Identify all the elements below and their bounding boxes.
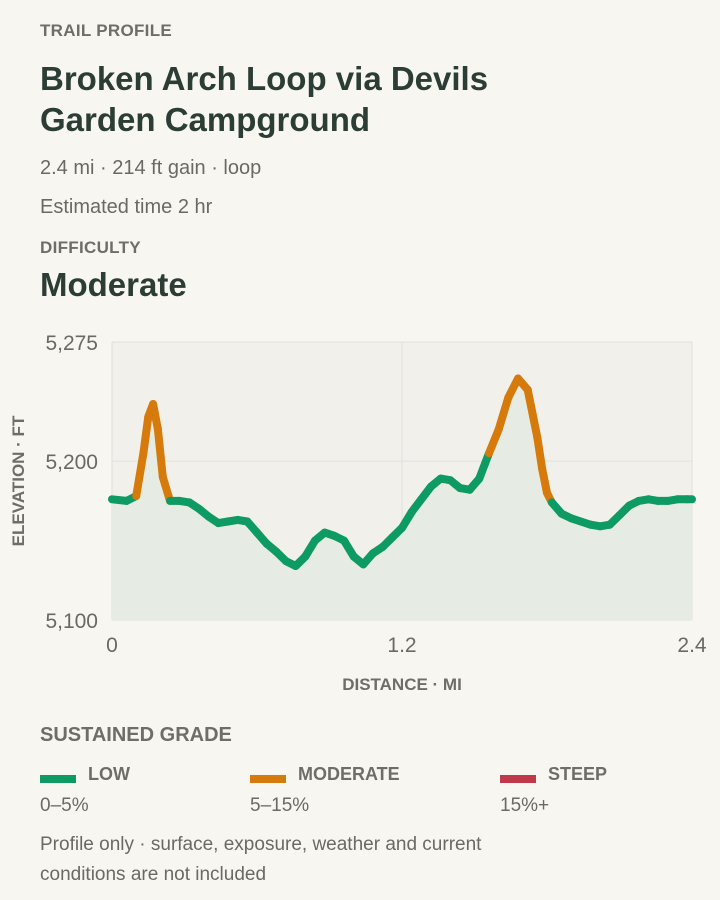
profile-segment-low <box>475 449 493 483</box>
y-tick-label: 5,100 <box>45 610 98 633</box>
difficulty-value: Moderate <box>40 266 187 303</box>
profile-segment-moderate <box>158 473 174 505</box>
legend-swatch-steep <box>500 775 536 783</box>
page-title: Broken Arch Loop via Devils Garden Campg… <box>40 60 489 139</box>
legend-swatch-moderate <box>250 775 286 783</box>
profile-segment-moderate <box>494 393 513 434</box>
difficulty-label: DIFFICULTY <box>40 238 141 257</box>
legend-range-moderate: 5–15% <box>250 795 310 816</box>
y-tick-label: 5,200 <box>45 451 98 474</box>
profile-segment-moderate <box>149 400 162 434</box>
elevation-profile-line <box>108 374 696 570</box>
trail-stats: 2.4 mi · 214 ft gain · loop <box>40 157 262 179</box>
x-axis-ticks: 0 1.2 2.4 <box>106 634 707 657</box>
footnote: Profile only · surface, exposure, weathe… <box>40 834 482 885</box>
section-eyebrow: TRAIL PROFILE <box>40 21 173 40</box>
profile-segment-moderate <box>538 465 551 497</box>
legend-title: SUSTAINED GRADE <box>40 724 232 746</box>
x-tick-label: 0 <box>106 634 118 657</box>
y-axis-label: ELEVATION · FT <box>9 415 28 546</box>
legend-range-low: 0–5% <box>40 795 89 816</box>
legend-label-moderate: MODERATE <box>298 764 400 784</box>
profile-segment-moderate <box>153 425 167 481</box>
y-axis-ticks: 5,100 5,200 5,275 <box>45 332 98 633</box>
estimated-time: Estimated time 2 hr <box>40 196 213 218</box>
profile-segment-moderate <box>139 412 153 458</box>
elevation-area <box>112 378 692 620</box>
profile-segment-moderate <box>132 449 148 501</box>
profile-segment-moderate <box>523 385 542 442</box>
y-tick-label: 5,275 <box>45 332 98 355</box>
x-axis-label: DISTANCE · MI <box>342 675 462 694</box>
legend-label-low: LOW <box>88 764 130 784</box>
elevation-chart: 5,100 5,200 5,275 0 1.2 2.4 ELEVATION · FT D… <box>9 332 707 694</box>
profile-segment-moderate <box>533 433 547 474</box>
profile-segment-moderate <box>485 425 503 458</box>
legend-swatch-low <box>40 775 76 783</box>
legend-range-steep: 15%+ <box>500 795 550 816</box>
x-tick-label: 2.4 <box>677 634 707 657</box>
legend-label-steep: STEEP <box>548 764 608 784</box>
x-tick-label: 1.2 <box>387 634 416 657</box>
